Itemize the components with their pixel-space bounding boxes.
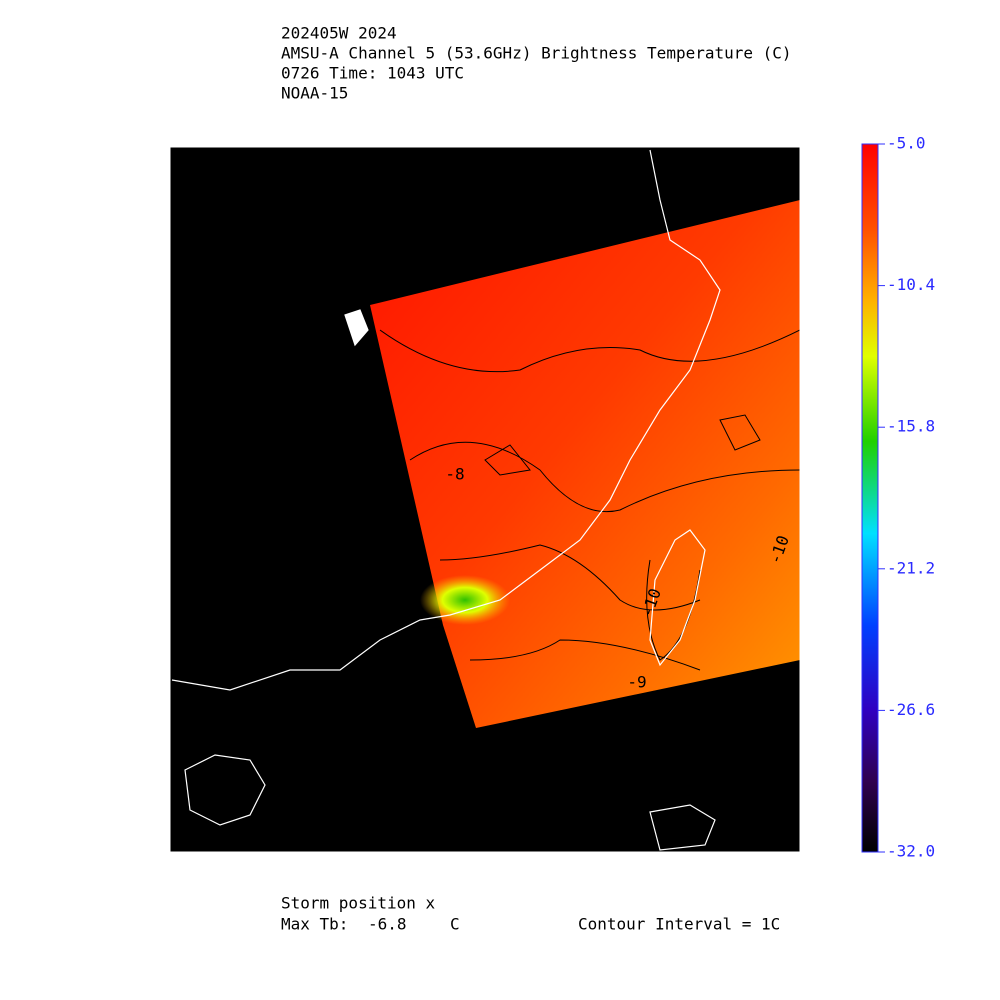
- map-frame: [169, 146, 801, 853]
- cold-spot: [420, 575, 510, 625]
- title-line: 202405W 2024: [281, 24, 397, 43]
- colorbar-label: -32.0: [887, 842, 935, 861]
- colorbar-label: -15.8: [887, 417, 935, 436]
- colorbar-ticks: -5.0 -10.4 -15.8 -21.2 -26.6 -32.0: [878, 134, 935, 861]
- max-tb-label: Max Tb:: [281, 915, 348, 934]
- map-layer: [171, 149, 800, 851]
- colorbar-label: -10.4: [887, 275, 935, 294]
- max-tb-value: -6.8: [368, 915, 407, 934]
- colorbar-label: -21.2: [887, 558, 935, 577]
- footer: Storm position x Max Tb: -6.8 C Contour …: [281, 894, 780, 934]
- colorbar: [861, 143, 879, 853]
- title-line: 0726 Time: 1043 UTC: [281, 64, 464, 83]
- colorbar-label: -26.6: [887, 700, 935, 719]
- contour-interval: Contour Interval = 1C: [578, 915, 780, 934]
- coastline: [171, 149, 721, 851]
- header: 202405W 2024 AMSU-A Channel 5 (53.6GHz) …: [281, 24, 792, 103]
- contour-label: -8: [445, 465, 464, 484]
- contour-label: -9: [627, 673, 646, 692]
- title-line: AMSU-A Channel 5 (53.6GHz) Brightness Te…: [281, 44, 792, 63]
- storm-position: Storm position x: [281, 894, 435, 913]
- title-line: NOAA-15: [281, 84, 348, 103]
- max-tb-unit: C: [450, 915, 460, 934]
- colorbar-label: -5.0: [887, 134, 926, 153]
